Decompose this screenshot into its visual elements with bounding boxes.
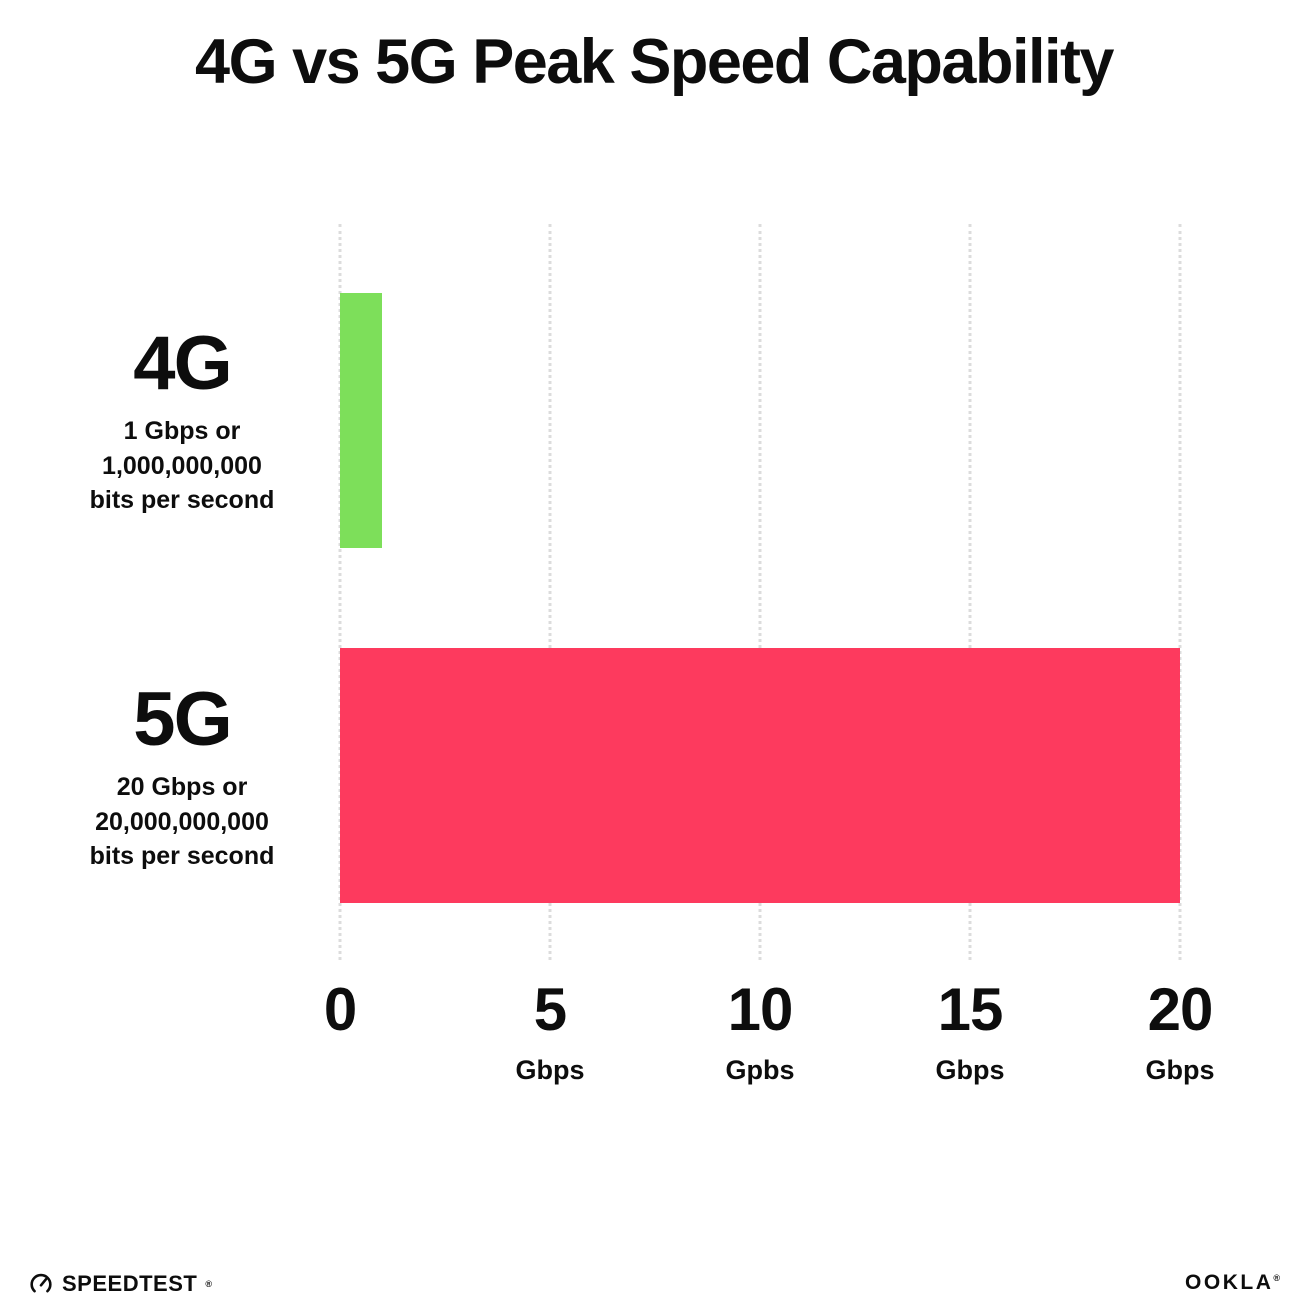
gridline — [968, 224, 972, 960]
gridline — [338, 224, 342, 960]
gridline — [548, 224, 552, 960]
x-axis: 0 5 Gbps 10 Gpbs 15 Gbps 20 Gbps — [324, 980, 1215, 1110]
x-tick-unit: Gbps — [935, 1055, 1005, 1085]
x-tick-number: 10 — [727, 976, 794, 1043]
gridline — [1178, 224, 1182, 960]
x-tick-unit: Gbps — [1145, 1055, 1215, 1085]
speedtest-wordmark: SPEEDTEST — [62, 1271, 198, 1296]
x-tick-0: 0 — [323, 976, 357, 1043]
x-tick-number: 20 — [1147, 976, 1214, 1043]
row-label-5g-description: 20 Gbps or 20,000,000,000 bits per secon… — [89, 773, 275, 870]
speedtest-trademark: ® — [205, 1279, 212, 1289]
row-label-4g: 4G 1 Gbps or 1,000,000,000 bits per seco… — [42, 326, 322, 518]
plot-area — [338, 224, 1182, 960]
x-tick-number: 15 — [937, 976, 1004, 1043]
row-label-5g-name: 5G — [133, 677, 232, 762]
x-tick-15: 15 Gbps — [935, 980, 1004, 1086]
row-label-4g-description: 1 Gbps or 1,000,000,000 bits per second — [89, 417, 275, 514]
x-tick-number: 5 — [533, 976, 567, 1043]
x-tick-unit: Gbps — [515, 1055, 585, 1085]
bar-5g — [340, 648, 1180, 903]
x-tick-unit: Gpbs — [725, 1055, 795, 1085]
speedtest-logo: SPEEDTEST ® — [28, 1271, 212, 1297]
ookla-trademark: ® — [1273, 1273, 1280, 1283]
row-label-5g: 5G 20 Gbps or 20,000,000,000 bits per se… — [42, 682, 322, 874]
row-label-4g-name: 4G — [133, 321, 232, 406]
gridline — [758, 224, 762, 960]
speedtest-gauge-icon — [28, 1271, 54, 1297]
chart-title: 4G vs 5G Peak Speed Capability — [195, 27, 1114, 97]
x-tick-20: 20 Gbps — [1145, 980, 1214, 1086]
ookla-logo: OOKLA® — [1185, 1271, 1280, 1295]
x-tick-10: 10 Gpbs — [725, 980, 794, 1086]
bar-4g — [340, 293, 382, 548]
ookla-wordmark: OOKLA — [1185, 1271, 1274, 1294]
x-tick-number: 0 — [323, 976, 357, 1043]
x-tick-5: 5 Gbps — [515, 980, 584, 1086]
